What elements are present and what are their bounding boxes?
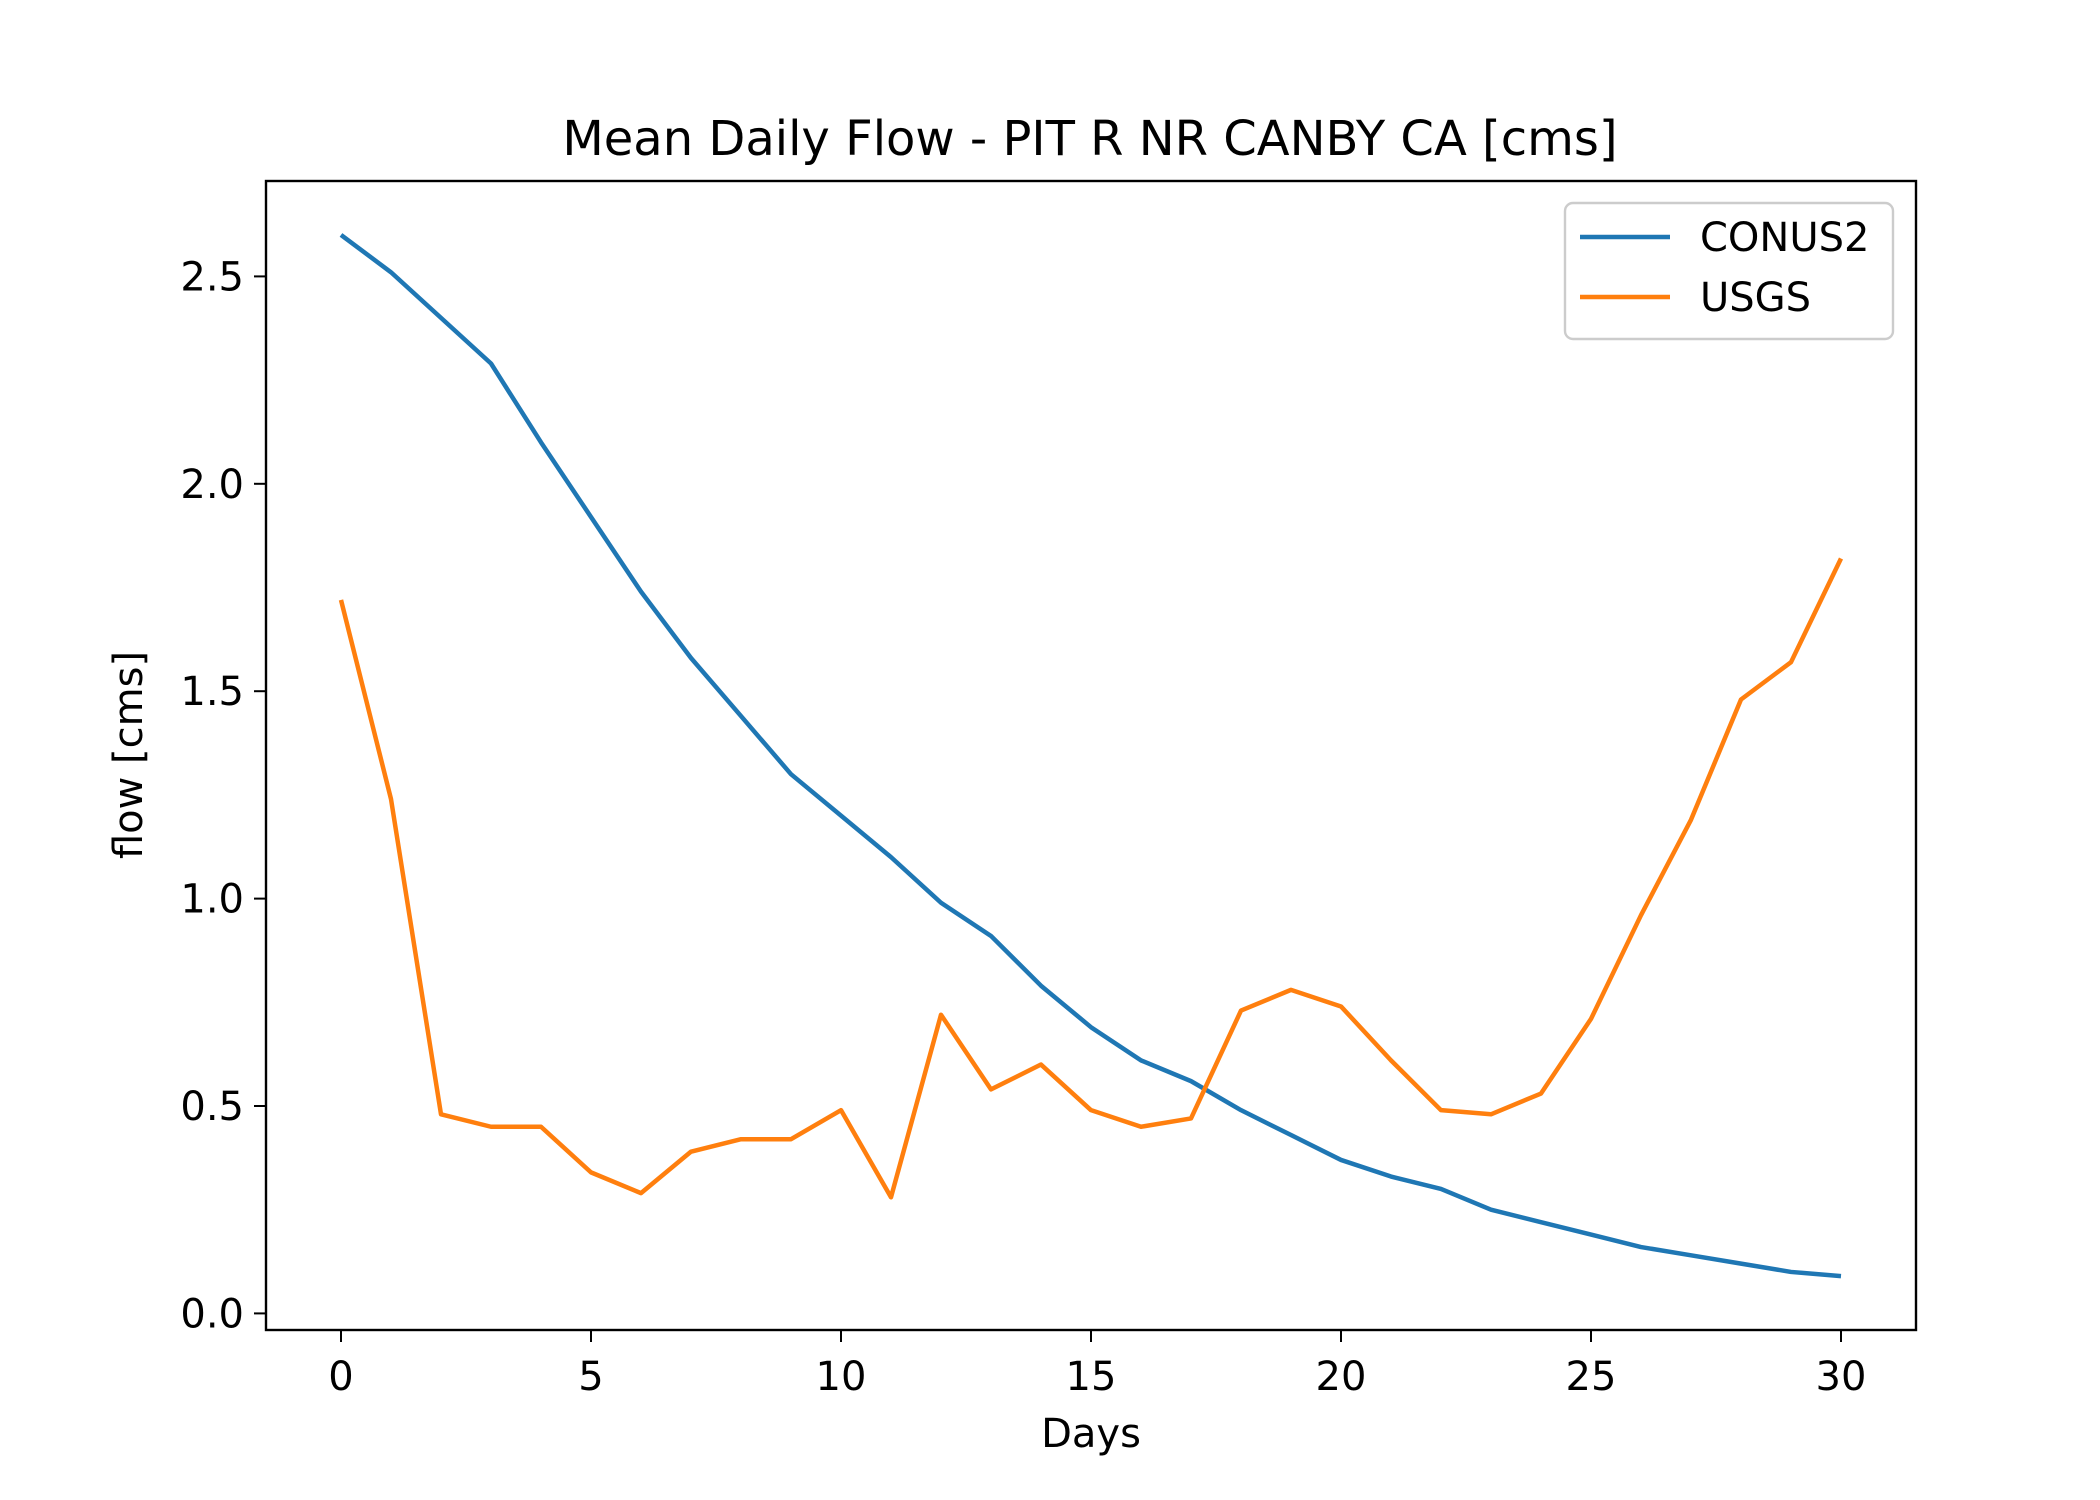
x-tick-label: 5 bbox=[578, 1354, 603, 1400]
y-tick-label: 2.0 bbox=[180, 462, 244, 508]
legend-label-usgs: USGS bbox=[1700, 275, 1811, 321]
y-tick-label: 1.5 bbox=[180, 669, 244, 715]
x-tick-label: 25 bbox=[1566, 1354, 1617, 1400]
x-axis-ticks: 0 5 10 15 20 25 30 bbox=[328, 1330, 1866, 1400]
y-tick-label: 0.5 bbox=[180, 1084, 244, 1130]
series-line-usgs bbox=[338, 557, 1844, 1200]
series-layer bbox=[338, 233, 1844, 1279]
chart-title: Mean Daily Flow - PIT R NR CANBY CA [cms… bbox=[562, 111, 1617, 167]
legend: CONUS2 USGS bbox=[1563, 201, 1895, 341]
y-tick-label: 0.0 bbox=[180, 1291, 244, 1337]
x-tick-label: 0 bbox=[328, 1354, 353, 1400]
legend-label-conus2: CONUS2 bbox=[1700, 215, 1869, 261]
x-axis-label: Days bbox=[1041, 1411, 1141, 1457]
x-tick-label: 30 bbox=[1816, 1354, 1867, 1400]
y-tick-label: 2.5 bbox=[180, 254, 244, 300]
x-tick-label: 10 bbox=[816, 1354, 867, 1400]
y-axis-ticks: 0.0 0.5 1.0 1.5 2.0 2.5 bbox=[180, 254, 266, 1337]
series-line-conus2 bbox=[339, 233, 1842, 1279]
x-tick-label: 15 bbox=[1066, 1354, 1117, 1400]
y-axis-label: flow [cms] bbox=[106, 651, 152, 859]
plot-area-frame bbox=[264, 179, 1918, 1332]
x-tick-label: 20 bbox=[1316, 1354, 1367, 1400]
y-tick-label: 1.0 bbox=[180, 877, 244, 923]
